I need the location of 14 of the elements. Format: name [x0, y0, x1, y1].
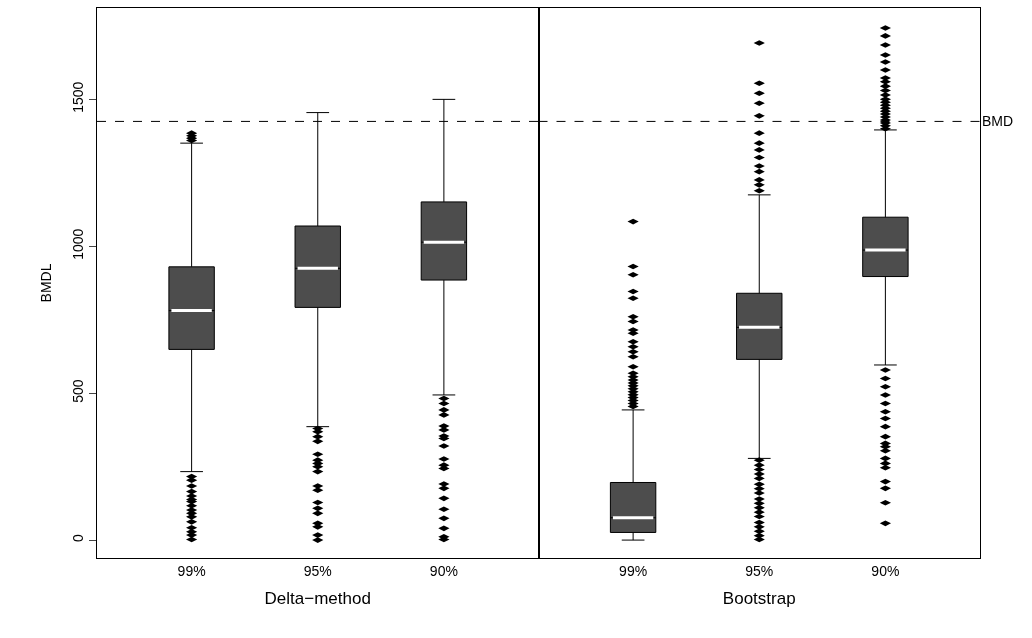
x-tick-label: 90%: [871, 562, 900, 579]
y-tick-label: 0: [70, 533, 87, 542]
y-axis-title: BMDL: [38, 263, 54, 303]
x-tick-label: 99%: [619, 562, 648, 579]
y-tick-label: 500: [70, 379, 87, 403]
ref-line-label: BMD: [982, 113, 1014, 129]
x-tick-label: 90%: [429, 562, 458, 579]
x-tick-label: 99%: [177, 562, 206, 579]
y-tick-label: 1500: [70, 81, 87, 113]
x-axis-title: Bootstrap: [722, 589, 796, 609]
x-axis-title: Delta−method: [264, 589, 371, 609]
y-tick-label: 1000: [70, 228, 87, 260]
x-tick-label: 95%: [745, 562, 774, 579]
x-tick-label: 95%: [303, 562, 332, 579]
